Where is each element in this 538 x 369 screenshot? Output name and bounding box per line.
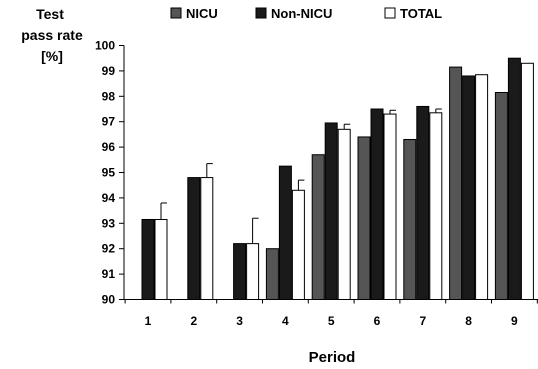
x-tick-label: 3	[236, 314, 243, 328]
legend-label-non-nicu: Non-NICU	[271, 6, 332, 21]
bar-total-period-9	[520, 62, 534, 300]
bar-non-nicu-period-3	[233, 243, 247, 300]
y-axis-label-line-3: [%]	[41, 48, 63, 64]
bar-non-nicu-period-6	[370, 108, 384, 300]
x-tick-label: 5	[328, 314, 335, 328]
x-tick-label: 8	[465, 314, 472, 328]
y-tick-label: 100	[95, 39, 115, 53]
y-tick-label: 92	[102, 242, 116, 256]
y-tick-label: 97	[102, 115, 116, 129]
bar-non-nicu-period-9	[507, 57, 521, 301]
legend-swatch-nicu	[170, 7, 182, 19]
x-tick-label: 7	[419, 314, 426, 328]
bar-total-period-7	[429, 112, 443, 300]
bar-total-period-1	[154, 218, 168, 301]
bar-non-nicu-period-2	[187, 177, 201, 300]
x-tick-label: 1	[145, 314, 152, 328]
x-tick-label: 6	[374, 314, 381, 328]
x-tick-label: 2	[190, 314, 197, 328]
y-tick-label: 90	[102, 293, 116, 307]
y-tick-label: 95	[102, 166, 116, 180]
bar-nicu-period-8	[449, 66, 463, 300]
bar-total-period-6	[383, 113, 397, 300]
legend-label-total: TOTAL	[400, 6, 442, 21]
bar-non-nicu-period-7	[416, 105, 430, 300]
bar-total-period-2	[200, 177, 214, 300]
axes	[123, 45, 538, 300]
y-tick-label: 91	[102, 267, 116, 281]
y-ticks: 90 91 92 93 94 95 96 97 98 99 100	[95, 39, 124, 307]
x-tick-label: 9	[511, 314, 518, 328]
bar-non-nicu-period-5	[324, 122, 338, 300]
bar-nicu-period-6	[357, 136, 371, 300]
y-tick-label: 93	[102, 216, 116, 230]
y-axis-label: Test pass rate [%]	[21, 6, 83, 64]
bar-nicu-period-5	[311, 154, 325, 300]
legend-swatch-non-nicu	[255, 7, 267, 19]
y-axis-label-line-2: pass rate	[21, 27, 83, 43]
y-tick-label: 94	[102, 191, 116, 205]
bar-non-nicu-period-8	[462, 75, 476, 301]
bar-total-period-4	[291, 189, 305, 300]
y-tick-label: 99	[102, 64, 116, 78]
y-tick-label: 96	[102, 140, 116, 154]
bar-nicu-period-9	[494, 91, 508, 300]
y-axis-label-line-1: Test	[36, 6, 64, 22]
x-ticks: 1 2 3 4 5 6 7 8 9	[124, 299, 538, 328]
legend: NICU Non-NICU TOTAL	[170, 6, 442, 21]
bar-non-nicu-period-4	[278, 165, 292, 300]
bar-total-period-5	[337, 128, 351, 300]
bar-nicu-period-4	[265, 248, 279, 300]
x-tick-label: 4	[282, 314, 289, 328]
bar-non-nicu-period-1	[141, 218, 155, 301]
legend-label-nicu: NICU	[186, 6, 218, 21]
x-axis-label: Period	[309, 349, 356, 366]
bar-total-period-8	[475, 74, 489, 300]
legend-swatch-total	[384, 7, 396, 19]
bar-nicu-period-7	[403, 138, 417, 300]
bars	[141, 57, 534, 301]
y-tick-label: 98	[102, 89, 116, 103]
bar-total-period-3	[246, 243, 260, 300]
